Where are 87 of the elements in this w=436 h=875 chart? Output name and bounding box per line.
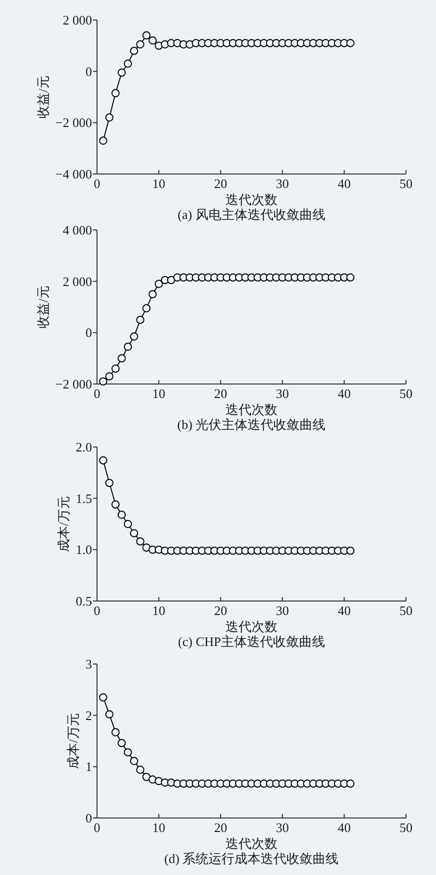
x-tick-label: 50 [400,820,412,835]
y-tick-label: 1.0 [76,542,92,558]
y-tick-label: 0 [86,810,92,826]
x-tick-label: 20 [214,820,228,835]
point [111,364,120,373]
point [346,780,354,788]
x-tick-label: 30 [276,176,289,191]
x-tick-label: 30 [276,386,289,401]
point [136,766,144,774]
x-tick-label: 10 [152,176,166,191]
y-tick-label: 2 000 [62,274,92,289]
x-axis-title: 迭代次数 [226,836,278,851]
point [105,113,114,122]
point [124,748,132,756]
point [148,36,157,45]
x-tick-label: 10 [152,603,166,618]
point [105,710,114,718]
x-tick-label: 20 [214,603,228,618]
point [118,738,126,748]
y-tick-label: 3 [86,656,92,672]
point [105,372,114,380]
y-tick-label: 0.5 [76,594,92,608]
point [130,46,138,55]
point [130,332,138,341]
point [99,377,108,386]
text: (d) 系统运行成本迭代收敛曲线 [164,851,339,866]
x-tick-label: 40 [338,176,351,191]
y-tick-label: 4 000 [62,222,92,238]
point [142,772,151,782]
y-tick-label: 0 [86,325,92,340]
y-tick-label: −2 000 [55,115,92,130]
x-tick-label: 40 [338,820,351,835]
text: (b) 光伏主体迭代收敛曲线 [177,417,326,432]
x-tick-label: 10 [152,386,166,401]
point [130,529,138,538]
point [124,60,132,68]
text: (c) CHP主体迭代收敛曲线 [178,634,325,649]
y-tick-label: −2 000 [55,376,92,392]
text: (a) 风电主体迭代收敛曲线 [178,207,326,222]
point [346,39,354,48]
point [111,728,120,736]
x-tick-label: 50 [400,176,412,191]
x-tick-label: 30 [276,820,289,835]
y-tick-label: −4 000 [55,166,92,182]
point [124,342,132,351]
point [99,456,108,464]
point [118,510,126,519]
y-tick-label: 2 000 [62,12,92,28]
point [346,546,354,555]
point [111,89,120,98]
point [130,756,138,766]
y-tick-label: 1 [86,759,92,774]
y-axis-title: 收益/元 [35,76,50,118]
y-axis-title: 成本/万元 [66,713,80,769]
point [99,693,108,702]
y-tick-label: 2 [86,708,92,723]
x-axis-title: 迭代次数 [226,192,278,207]
x-tick-label: 40 [338,603,351,618]
y-tick-label: 1.5 [76,490,92,506]
x-tick-label: 40 [338,386,351,401]
y-axis-title: 收益/元 [35,286,50,328]
point [167,276,176,284]
x-tick-label: 50 [400,386,412,401]
point [142,304,151,312]
point [136,316,144,324]
point [105,478,114,488]
point [111,500,120,509]
point [154,280,163,288]
x-tick-label: 50 [400,603,412,618]
point [136,40,144,48]
x-tick-label: 10 [152,820,166,835]
point [136,537,144,546]
point [99,136,108,145]
point [346,273,354,282]
point [142,31,151,40]
x-tick-label: 30 [276,603,289,618]
x-tick-label: 20 [214,386,228,401]
point [118,354,126,362]
x-axis-title: 迭代次数 [226,402,278,417]
y-axis-title: 成本/万元 [56,496,71,552]
y-tick-label: 2.0 [76,440,92,454]
x-tick-label: 20 [214,176,228,191]
point [148,290,157,298]
y-tick-label: 0 [86,64,92,79]
point [124,520,132,528]
point [118,68,126,77]
x-axis-title: 迭代次数 [226,619,278,634]
